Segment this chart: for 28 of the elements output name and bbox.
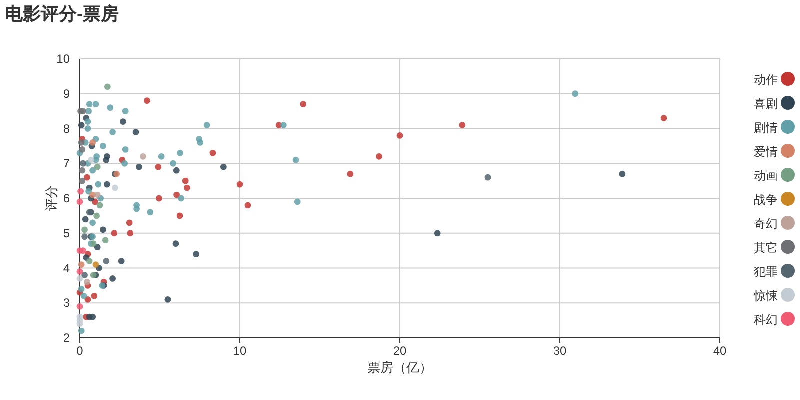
x-tick-label: 10	[233, 344, 247, 358]
legend-label: 战争	[754, 193, 778, 207]
y-tick-label: 2	[63, 331, 70, 345]
legend-label: 科幻	[754, 313, 778, 327]
legend-label: 喜剧	[754, 97, 778, 111]
legend-label: 其它	[754, 241, 778, 255]
y-tick-label: 3	[63, 296, 70, 310]
y-tick-label: 7	[63, 156, 70, 171]
legend-label: 剧情	[754, 121, 778, 135]
legend-label: 爱情	[754, 145, 778, 159]
y-axis-title: 评分	[44, 186, 59, 212]
legend-label: 动画	[754, 169, 778, 183]
y-tick-label: 5	[63, 226, 70, 240]
x-tick-label: 0	[76, 344, 84, 358]
y-tick-label: 10	[56, 52, 70, 66]
legend-label: 惊悚	[753, 289, 778, 303]
legend-label: 犯罪	[754, 265, 778, 279]
x-axis-title: 票房（亿）	[368, 360, 432, 375]
legend-label: 奇幻	[754, 217, 778, 231]
y-tick-label: 6	[63, 192, 70, 206]
x-tick-label: 20	[393, 344, 407, 358]
y-tick-label: 9	[63, 86, 70, 101]
x-tick-label: 30	[553, 344, 567, 358]
chart-title: 电影评分-票房	[5, 4, 119, 24]
y-tick-label: 8	[63, 122, 70, 136]
legend-label: 动作	[754, 73, 778, 87]
y-tick-label: 4	[63, 261, 70, 276]
x-tick-label: 40	[713, 344, 727, 358]
